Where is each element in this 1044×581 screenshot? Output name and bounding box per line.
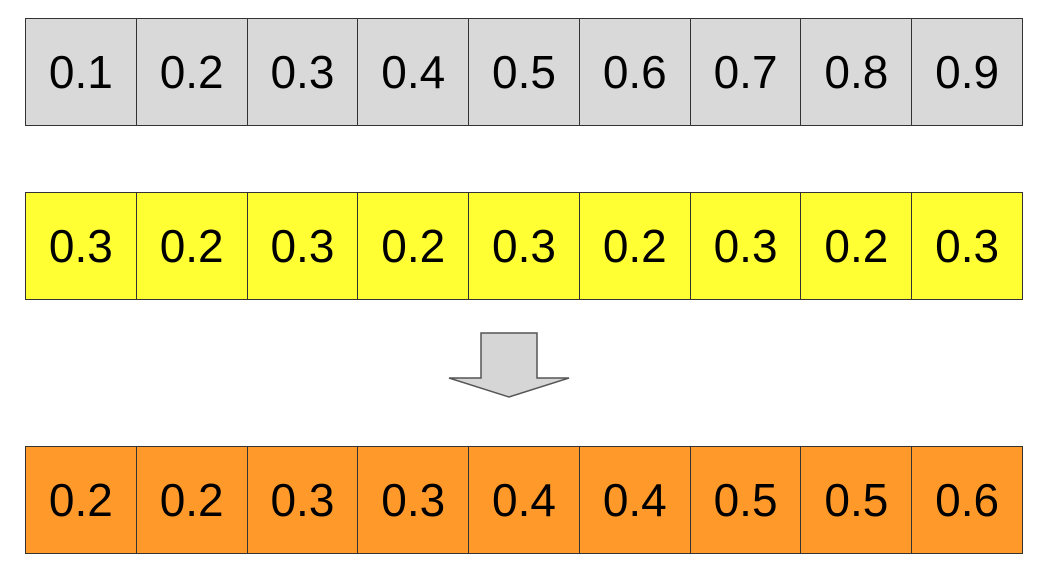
bottom-cell-4: 0.3 [358, 447, 470, 553]
top-cell-9: 0.9 [935, 46, 1000, 98]
down-arrow-shape [448, 332, 570, 398]
middle-cell-8: 0.2 [801, 193, 913, 299]
middle-cell-5: 0.3 [469, 193, 580, 299]
bottom-value-row: 0.2 0.2 0.3 0.3 0.4 0.4 0.5 0.5 0.6 [25, 446, 1023, 554]
middle-cell-9: 0.3 [935, 220, 1000, 272]
bottom-cell-7: 0.5 [691, 447, 802, 553]
bottom-cell-6: 0.4 [580, 447, 691, 553]
bottom-cell-3: 0.3 [248, 447, 359, 553]
bottom-cell-9: 0.6 [935, 474, 1000, 526]
bottom-cell-1: 0.2 [26, 447, 137, 553]
bottom-cell-8: 0.5 [801, 447, 913, 553]
top-cell-3: 0.3 [248, 19, 359, 125]
middle-cell-6: 0.2 [580, 193, 691, 299]
top-cell-8: 0.8 [801, 19, 913, 125]
middle-cell-4: 0.2 [358, 193, 470, 299]
top-value-row: 0.1 0.2 0.3 0.4 0.5 0.6 0.7 0.8 0.9 [25, 18, 1023, 126]
middle-value-row: 0.3 0.2 0.3 0.2 0.3 0.2 0.3 0.2 0.3 [25, 192, 1023, 300]
bottom-cell-5: 0.4 [469, 447, 580, 553]
middle-cell-2: 0.2 [137, 193, 248, 299]
top-cell-4: 0.4 [358, 19, 470, 125]
top-cell-2: 0.2 [137, 19, 248, 125]
middle-cell-3: 0.3 [248, 193, 359, 299]
top-cell-1: 0.1 [26, 19, 137, 125]
down-arrow-icon [448, 332, 570, 398]
top-cell-5: 0.5 [469, 19, 580, 125]
bottom-cell-2: 0.2 [137, 447, 248, 553]
middle-cell-1: 0.3 [26, 193, 137, 299]
middle-cell-7: 0.3 [691, 193, 802, 299]
top-cell-6: 0.6 [580, 19, 691, 125]
top-cell-7: 0.7 [691, 19, 802, 125]
